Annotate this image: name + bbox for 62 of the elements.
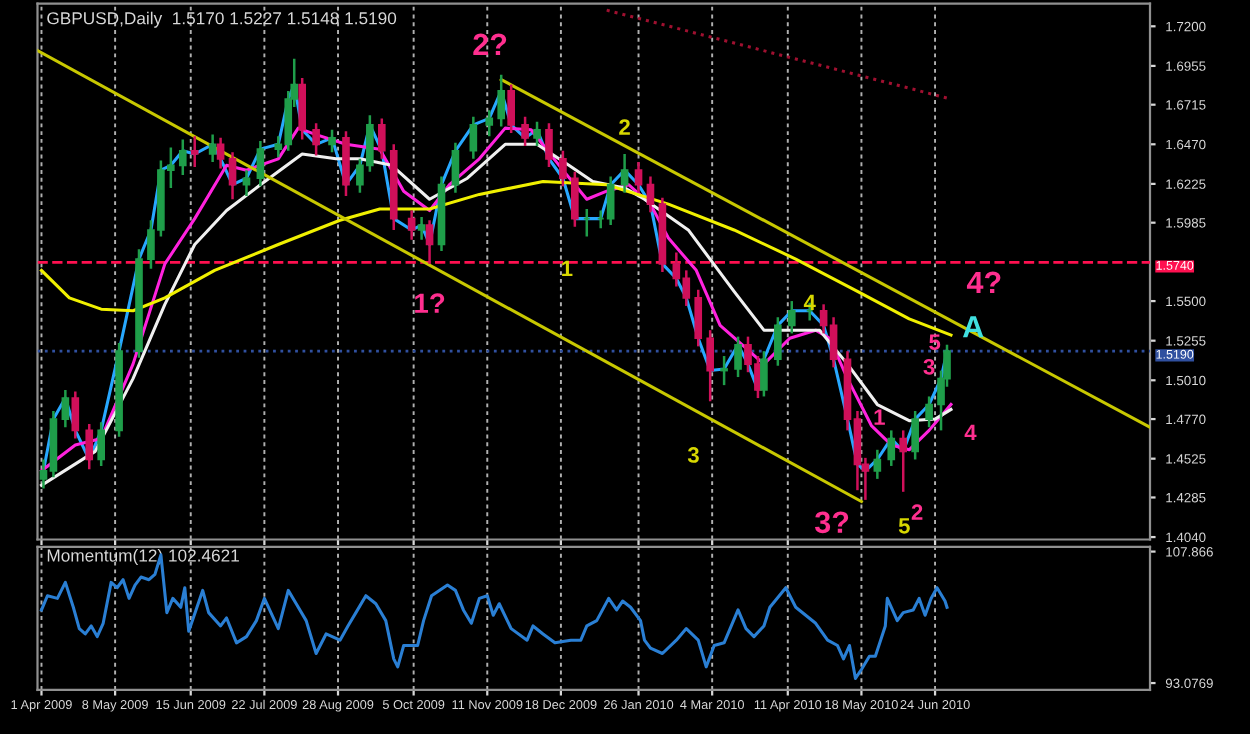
annotation: 5 <box>929 334 941 350</box>
annotation: 2 <box>619 119 630 135</box>
candlestick <box>485 109 494 138</box>
candlestick <box>298 76 307 141</box>
candlestick <box>97 421 106 468</box>
candlestick <box>451 141 460 195</box>
annotation: 3? <box>814 511 849 534</box>
candlestick <box>497 73 506 128</box>
candlestick <box>634 160 643 195</box>
candlestick <box>256 139 265 188</box>
candlestick <box>178 138 187 177</box>
candlestick <box>925 395 933 429</box>
annotation: 1 <box>562 260 573 277</box>
candlestick <box>377 117 386 161</box>
candlestick <box>342 130 350 198</box>
candlestick <box>706 328 714 403</box>
candlestick <box>899 429 908 494</box>
annotation: 3 <box>923 358 935 375</box>
candlestick <box>774 315 782 367</box>
candlestick <box>312 122 320 157</box>
candlestick <box>887 429 896 468</box>
candlestick <box>694 288 703 348</box>
line-series <box>39 553 949 680</box>
annotation: 1 <box>874 409 885 425</box>
candlestick <box>208 133 217 164</box>
candlestick <box>533 120 541 148</box>
candlestick <box>646 175 655 214</box>
candlestick <box>61 388 70 429</box>
candlestick <box>559 149 567 188</box>
annotation: 4 <box>803 294 816 311</box>
candlestick <box>620 152 629 195</box>
candlestick <box>760 349 768 398</box>
annotation: 3 <box>687 447 699 463</box>
candlestick <box>190 134 199 169</box>
candlestick <box>507 83 515 135</box>
candlestick <box>469 115 478 161</box>
candlestick <box>425 219 434 266</box>
candlestick <box>787 299 796 335</box>
annotation: 5 <box>898 518 910 534</box>
annotation: 2 <box>911 504 923 520</box>
candlestick <box>242 168 251 198</box>
candlestick <box>873 448 882 481</box>
candlestick <box>85 422 94 471</box>
candlestick <box>417 215 426 241</box>
candlestick <box>407 209 416 241</box>
candlestick <box>571 170 579 228</box>
candlestick <box>228 151 237 201</box>
candlestick <box>720 354 728 387</box>
candlestick <box>216 136 225 170</box>
candlestick <box>545 122 553 169</box>
candlestick <box>328 128 336 154</box>
annotation: 1? <box>415 293 445 313</box>
candlestick <box>734 335 742 379</box>
annotation: 2? <box>473 33 507 55</box>
line-series <box>39 179 953 337</box>
candlestick <box>606 175 615 227</box>
candlestick <box>911 409 919 461</box>
annotation: 4 <box>964 424 977 441</box>
candlestick <box>521 115 529 148</box>
annotation: 4? <box>966 271 1001 293</box>
candlestick <box>71 390 80 440</box>
chart-title: GBPUSD,Daily 1.5170 1.5227 1.5148 1.5190 <box>47 11 397 28</box>
